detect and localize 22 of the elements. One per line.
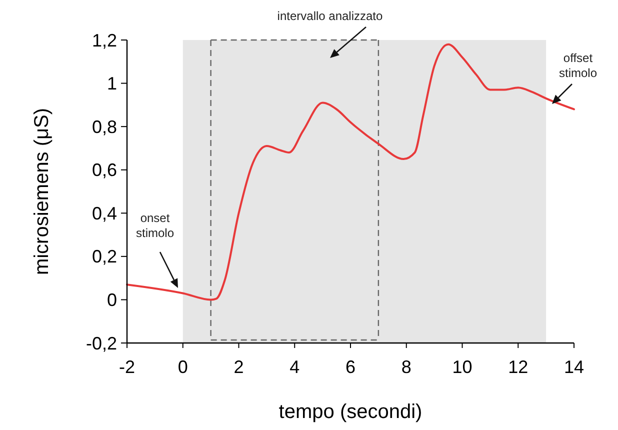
annotation: offset stimolo — [558, 51, 598, 80]
y-axis-title: microsiemens (μS) — [31, 108, 53, 276]
x-tick-label: 14 — [564, 357, 584, 377]
y-tick-label: 0,6 — [92, 160, 117, 180]
x-tick-label: 0 — [178, 357, 188, 377]
x-tick-label: 12 — [508, 357, 528, 377]
y-tick-label: 0 — [106, 290, 117, 310]
x-tick-label: 4 — [290, 357, 300, 377]
x-tick-label: 8 — [401, 357, 412, 377]
y-tick-label: -0,2 — [86, 333, 117, 354]
text: intervallo analizzato — [277, 9, 384, 23]
x-tick-label: -2 — [118, 357, 136, 377]
x-tick-label: 6 — [345, 357, 356, 377]
x-tick-label: 10 — [452, 357, 472, 377]
y-tick-label: 0,8 — [92, 116, 117, 137]
x-axis-title: tempo (secondi) — [278, 401, 422, 423]
x-tick-label: 2 — [234, 357, 244, 377]
y-tick-label: 0,2 — [92, 246, 117, 267]
y-tick-label: 0,4 — [92, 203, 117, 224]
y-tick-label: 1,2 — [92, 30, 117, 50]
y-tick-label: 1 — [106, 74, 117, 94]
annotation: onset stimolo — [136, 211, 174, 240]
